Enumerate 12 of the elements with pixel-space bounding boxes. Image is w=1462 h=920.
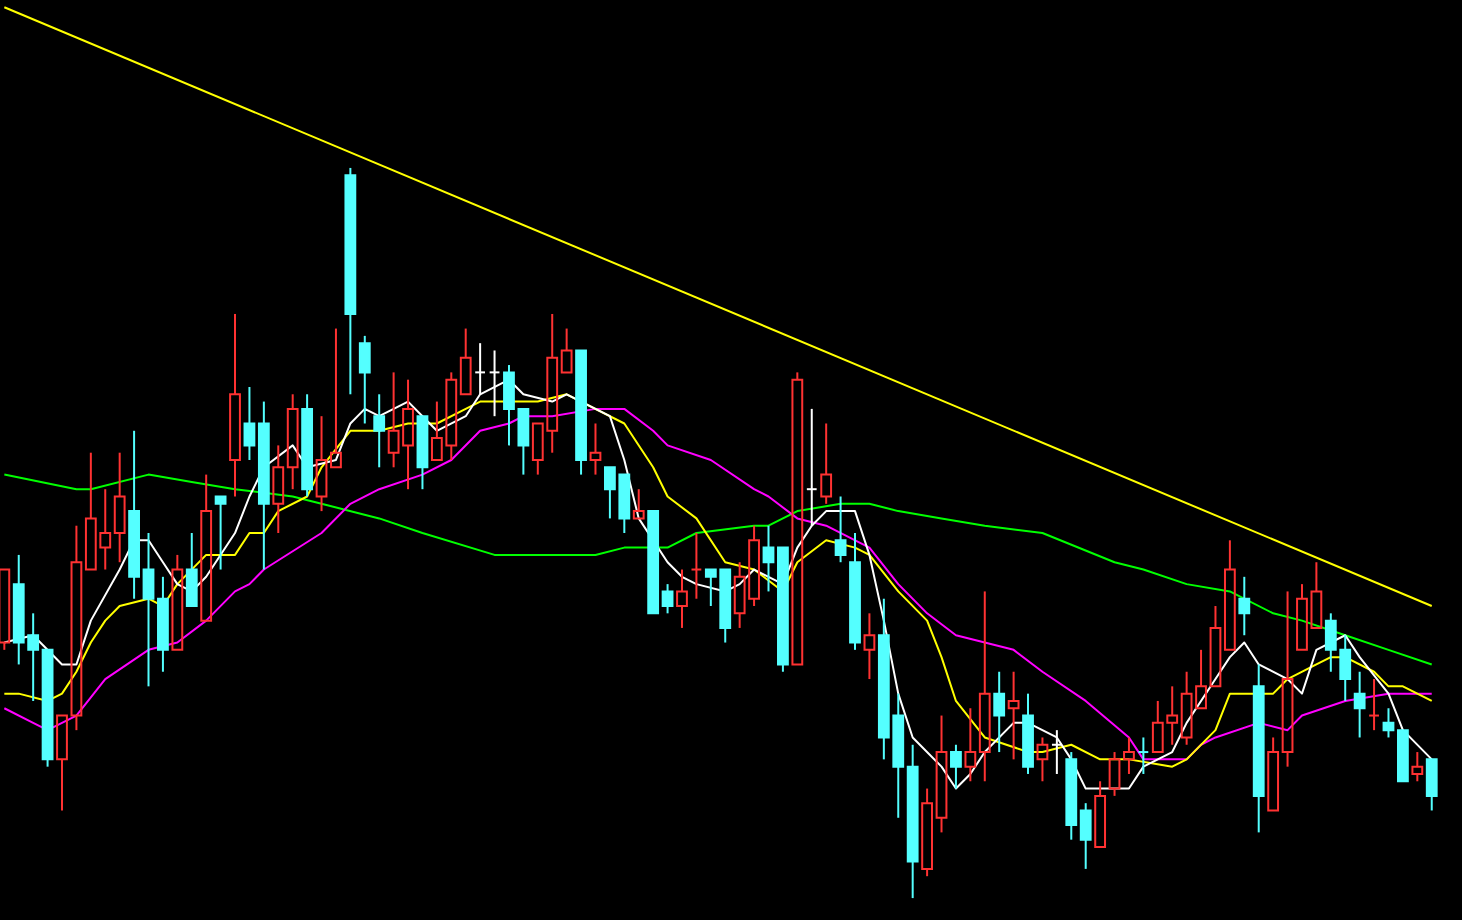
candlestick [676,568,688,629]
candlestick [589,422,602,476]
candlestick [1036,736,1049,783]
candlestick [301,393,314,498]
candlestick [1238,575,1251,637]
candlestick [863,612,876,681]
candlestick [373,393,386,469]
candlestick [1252,663,1265,834]
candlestick [1353,670,1366,739]
candlestick [229,312,241,498]
candlestick [1007,670,1020,761]
candlestick [993,670,1006,754]
